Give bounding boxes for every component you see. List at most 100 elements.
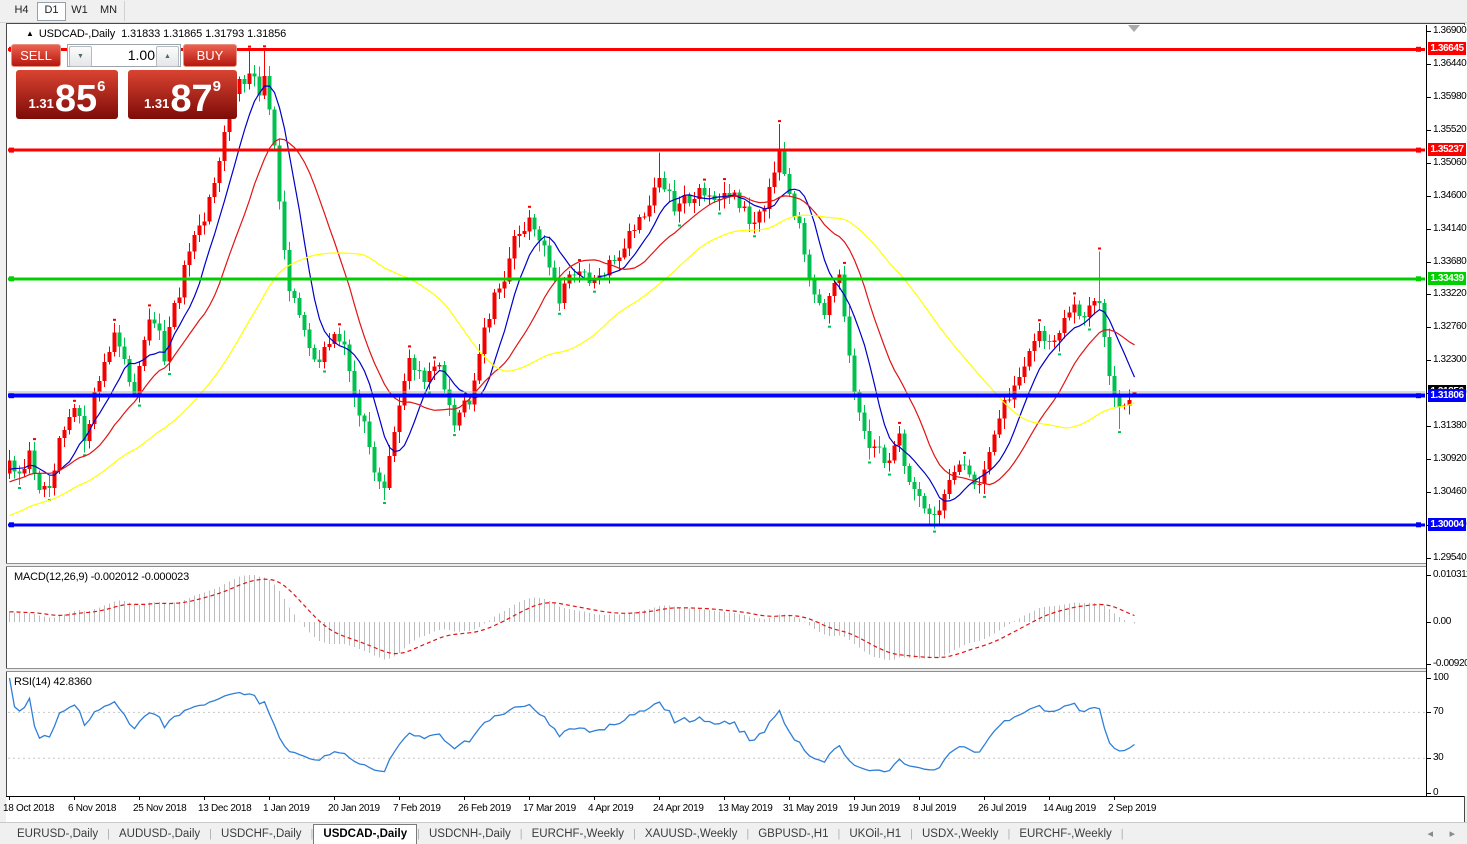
line-handle[interactable]: [9, 522, 14, 528]
price-axis-tick: [1427, 64, 1431, 65]
date-axis-tick: [399, 797, 400, 800]
date-axis-label: 17 Mar 2019: [523, 803, 576, 814]
line-handle[interactable]: [1416, 147, 1421, 153]
price-axis-label: 1.29540: [1433, 552, 1467, 563]
date-axis-label: 31 May 2019: [783, 803, 838, 814]
date-axis-label: 13 Dec 2018: [198, 803, 252, 814]
buy-price-prefix: 1.31: [144, 96, 170, 111]
date-axis-label: 14 Aug 2019: [1043, 803, 1096, 814]
line-price-badge: 1.30004: [1428, 518, 1466, 531]
rsi-indicator-pane[interactable]: [8, 672, 1425, 796]
chart-shift-marker-icon[interactable]: [1128, 25, 1140, 32]
price-axis-label: 1.36900: [1433, 25, 1467, 36]
macd-axis-tick: [1427, 664, 1431, 665]
timeframe-button-w1[interactable]: W1: [71, 4, 88, 16]
price-axis-tick: [1427, 426, 1431, 427]
date-axis-tick: [1049, 797, 1050, 800]
chart-tab-usdchf-daily[interactable]: USDCHF-,Daily: [221, 828, 302, 840]
date-axis-tick: [334, 797, 335, 800]
moving-average-18[interactable]: [9, 138, 1135, 486]
buy-price-pip: 9: [212, 78, 221, 95]
collapse-triangle-icon[interactable]: ▲: [26, 29, 34, 38]
chart-tab-usdcnh-daily[interactable]: USDCNH-,Daily: [428, 828, 511, 840]
line-handle[interactable]: [9, 276, 14, 282]
fractal-marks: [18, 45, 1121, 533]
rsi-axis-tick: [1427, 793, 1431, 794]
volume-decrease-button[interactable]: ▼: [69, 46, 92, 67]
main-chart-canvas[interactable]: [8, 25, 1425, 563]
tab-separator: |: [746, 828, 750, 840]
date-axis-label: 24 Apr 2019: [653, 803, 704, 814]
tab-separator: |: [519, 828, 523, 840]
chart-tab-usdx-weekly[interactable]: USDX-,Weekly: [922, 828, 999, 840]
date-axis-tick: [529, 797, 530, 800]
date-axis-label: 25 Nov 2018: [133, 803, 187, 814]
date-axis[interactable]: 18 Oct 2018 6 Nov 2018 25 Nov 2018 13 Dec 2…: [3, 796, 1464, 822]
sell-button[interactable]: SELL: [11, 44, 61, 67]
volume-input[interactable]: 1.00: [127, 47, 155, 63]
date-axis-tick: [204, 797, 205, 800]
rsi-line: [8, 677, 1135, 773]
chart-tab-gbpusd-h1[interactable]: GBPUSD-,H1: [758, 828, 829, 840]
price-axis-tick: [1427, 558, 1431, 559]
buy-price-main: 87: [170, 77, 213, 120]
timeframe-button-mn[interactable]: MN: [99, 4, 118, 16]
line-handle[interactable]: [9, 147, 14, 153]
chart-tab-eurchf-weekly[interactable]: EURCHF-,Weekly: [531, 828, 625, 840]
chart-tab-usdcad-daily[interactable]: USDCAD-,Daily: [313, 824, 418, 844]
line-handle[interactable]: [9, 393, 14, 399]
price-axis-tick: [1427, 229, 1431, 230]
price-axis-tick: [1427, 130, 1431, 131]
rsi-axis-label: 0: [1433, 787, 1439, 798]
buy-button[interactable]: BUY: [183, 44, 237, 67]
macd-canvas[interactable]: [8, 567, 1425, 668]
moving-average-8[interactable]: [9, 85, 1136, 502]
moving-average-45[interactable]: [9, 214, 1135, 517]
sell-price-display[interactable]: 1.31 85 6: [16, 70, 118, 119]
tabs-scroll-right-icon[interactable]: ▸: [1449, 828, 1455, 840]
price-axis-label: 1.33680: [1433, 256, 1467, 267]
price-axis-tick: [1427, 196, 1431, 197]
date-axis-label: 4 Apr 2019: [588, 803, 634, 814]
chart-tab-ukoil-h1[interactable]: UKOil-,H1: [849, 828, 902, 840]
macd-signal-line: [9, 578, 1135, 659]
chart-ohlc-values: 1.31833 1.31865 1.31793 1.31856: [121, 28, 287, 40]
price-axis-label: 1.34600: [1433, 190, 1467, 201]
timeframe-button-d1[interactable]: D1: [37, 2, 66, 21]
buy-price-display[interactable]: 1.31 87 9: [128, 70, 237, 119]
macd-indicator-pane[interactable]: [8, 567, 1425, 668]
date-axis-tick: [9, 797, 10, 800]
timeframe-button-h4[interactable]: H4: [14, 4, 29, 16]
date-axis-tick: [659, 797, 660, 800]
price-axis-tick: [1427, 262, 1431, 263]
volume-increase-button[interactable]: ▲: [156, 46, 179, 67]
line-handle[interactable]: [1416, 46, 1421, 52]
line-handle[interactable]: [1416, 393, 1421, 399]
chart-tab-xauusd-weekly[interactable]: XAUUSD-,Weekly: [644, 828, 738, 840]
date-axis-tick: [139, 797, 140, 800]
timeframe-toolbar: H4 D1 W1 MN: [0, 0, 1467, 23]
price-axis-label: 1.33220: [1433, 288, 1467, 299]
chart-tab-eurchf-weekly[interactable]: EURCHF-,Weekly: [1019, 828, 1112, 840]
line-handle[interactable]: [1416, 522, 1421, 528]
line-handle[interactable]: [1416, 276, 1421, 282]
price-axis[interactable]: 1.36900 1.36440 1.35980 1.35520 1.35060 1.346…: [1426, 25, 1467, 798]
date-axis-label: 2 Sep 2019: [1108, 803, 1157, 814]
date-axis-label: 26 Feb 2019: [458, 803, 511, 814]
date-axis-label: 20 Jan 2019: [328, 803, 380, 814]
chart-tab-eurusd-daily[interactable]: EURUSD-,Daily: [17, 828, 99, 840]
pane-separator[interactable]: [6, 668, 1464, 672]
date-axis-tick: [269, 797, 270, 800]
rsi-canvas[interactable]: [8, 672, 1425, 796]
volume-box: ▼ 1.00 ▲: [67, 44, 181, 67]
date-axis-label: 13 May 2019: [718, 803, 773, 814]
main-chart-pane[interactable]: [8, 25, 1425, 563]
price-axis-label: 1.32300: [1433, 354, 1467, 365]
sell-price-main: 85: [54, 77, 98, 120]
chart-tab-audusd-daily[interactable]: AUDUSD-,Daily: [119, 828, 201, 840]
price-axis-label: 1.34140: [1433, 223, 1467, 234]
tabs-scroll-left-icon[interactable]: ◂: [1427, 828, 1433, 840]
price-axis-label: 1.36440: [1433, 58, 1467, 69]
pane-separator[interactable]: [6, 563, 1464, 567]
date-axis-tick: [854, 797, 855, 800]
